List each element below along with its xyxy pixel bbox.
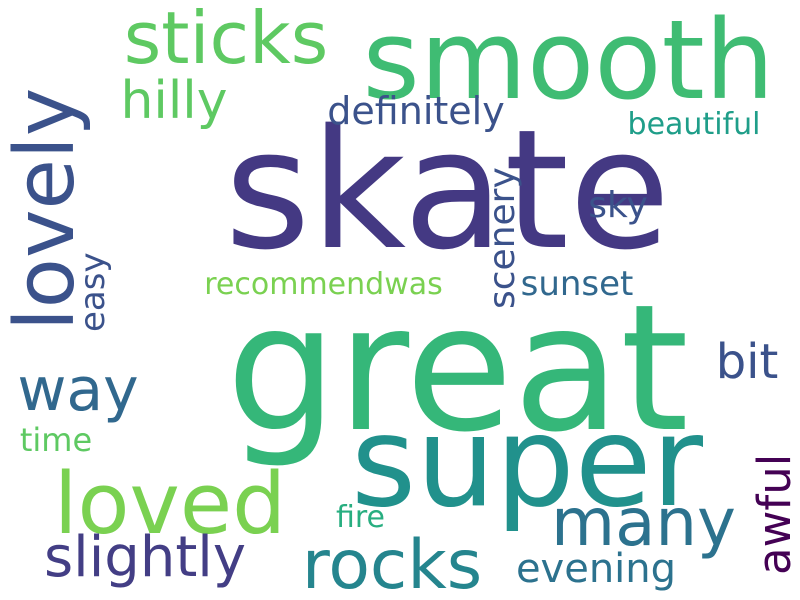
word-sky: sky bbox=[588, 185, 648, 226]
word-slightly: slightly bbox=[44, 525, 246, 590]
word-scenery: scenery bbox=[482, 167, 523, 309]
word-evening: evening bbox=[515, 546, 677, 592]
word-recommendwas: recommendwas bbox=[204, 267, 443, 302]
word-sunset: sunset bbox=[520, 264, 634, 304]
word-smooth: smooth bbox=[362, 0, 775, 124]
word-hilly: hilly bbox=[120, 71, 228, 131]
word-loved: loved bbox=[53, 455, 287, 554]
word-awful: awful bbox=[748, 453, 800, 576]
word-rocks: rocks bbox=[301, 526, 483, 600]
word-skate: skate bbox=[224, 94, 671, 286]
word-many: many bbox=[551, 483, 736, 561]
word-easy: easy bbox=[73, 252, 113, 332]
word-way: way bbox=[17, 355, 139, 425]
word-beautiful: beautiful bbox=[627, 107, 761, 142]
word-fire: fire bbox=[335, 500, 386, 535]
word-sticks: sticks bbox=[123, 0, 329, 80]
word-super: super bbox=[351, 390, 703, 535]
word-great: great bbox=[226, 268, 689, 471]
word-bit: bit bbox=[715, 334, 779, 390]
word-definitely: definitely bbox=[327, 89, 505, 133]
word-time: time bbox=[19, 421, 93, 459]
